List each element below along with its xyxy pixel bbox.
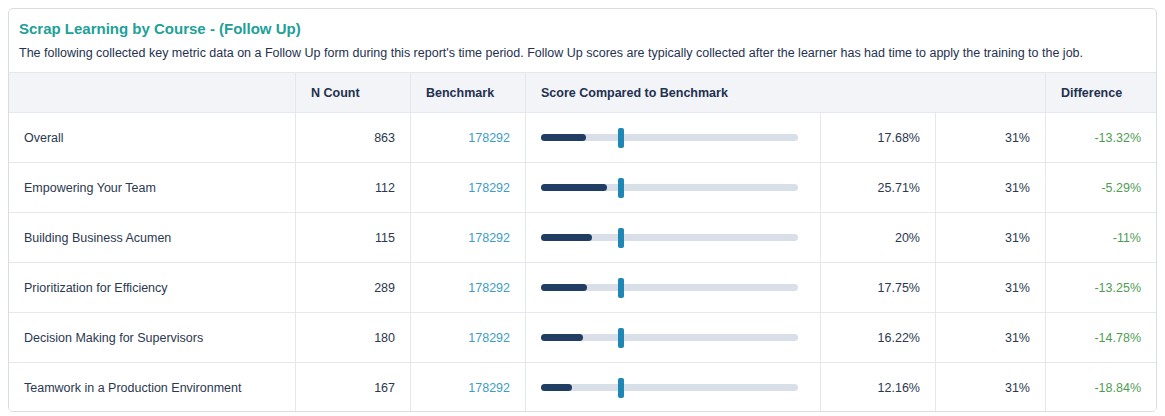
difference-cell: -13.32% bbox=[1046, 113, 1156, 162]
bullet-track bbox=[541, 184, 798, 191]
report-description: The following collected key metric data … bbox=[19, 44, 1146, 62]
course-cell: Building Business Acumen bbox=[9, 213, 296, 262]
n-count-cell: 167 bbox=[296, 363, 411, 412]
score-bullet-chart bbox=[526, 113, 821, 162]
score-compared-column-header: Score Compared to Benchmark bbox=[526, 73, 1046, 112]
report-table: N Count Benchmark Score Compared to Benc… bbox=[9, 72, 1156, 412]
n-count-cell: 112 bbox=[296, 163, 411, 212]
score-bar bbox=[541, 284, 587, 291]
score-bar bbox=[541, 234, 592, 241]
difference-cell: -14.78% bbox=[1046, 313, 1156, 362]
benchmark-pct-cell: 31% bbox=[936, 313, 1046, 362]
n-count-cell: 863 bbox=[296, 113, 411, 162]
score-bullet-chart bbox=[526, 213, 821, 262]
benchmark-marker bbox=[618, 178, 624, 198]
score-bar bbox=[541, 384, 572, 391]
table-row: Overall 863 178292 17.68% 31% -13.32% bbox=[9, 112, 1156, 162]
course-cell: Decision Making for Supervisors bbox=[9, 313, 296, 362]
n-count-cell: 115 bbox=[296, 213, 411, 262]
benchmark-marker bbox=[618, 228, 624, 248]
benchmark-cell: 178292 bbox=[411, 213, 526, 262]
benchmark-link[interactable]: 178292 bbox=[468, 281, 510, 295]
score-value-cell: 25.71% bbox=[821, 163, 936, 212]
benchmark-link[interactable]: 178292 bbox=[468, 181, 510, 195]
benchmark-link[interactable]: 178292 bbox=[468, 381, 510, 395]
benchmark-pct-cell: 31% bbox=[936, 213, 1046, 262]
scrap-learning-report-card: Scrap Learning by Course - (Follow Up) T… bbox=[8, 8, 1157, 412]
course-cell: Overall bbox=[9, 113, 296, 162]
bullet-track bbox=[541, 134, 798, 141]
course-cell: Teamwork in a Production Environment bbox=[9, 363, 296, 412]
score-value-cell: 16.22% bbox=[821, 313, 936, 362]
course-column-header bbox=[9, 73, 296, 112]
benchmark-column-header: Benchmark bbox=[411, 73, 526, 112]
difference-cell: -18.84% bbox=[1046, 363, 1156, 412]
score-value-cell: 12.16% bbox=[821, 363, 936, 412]
benchmark-cell: 178292 bbox=[411, 313, 526, 362]
score-value-cell: 17.75% bbox=[821, 263, 936, 312]
benchmark-cell: 178292 bbox=[411, 263, 526, 312]
score-bullet-chart bbox=[526, 163, 821, 212]
difference-cell: -5.29% bbox=[1046, 163, 1156, 212]
benchmark-link[interactable]: 178292 bbox=[468, 331, 510, 345]
score-value-cell: 17.68% bbox=[821, 113, 936, 162]
benchmark-marker bbox=[618, 328, 624, 348]
benchmark-pct-cell: 31% bbox=[936, 113, 1046, 162]
benchmark-cell: 178292 bbox=[411, 363, 526, 412]
benchmark-cell: 178292 bbox=[411, 163, 526, 212]
score-bullet-chart bbox=[526, 313, 821, 362]
course-cell: Prioritization for Efficiency bbox=[9, 263, 296, 312]
table-row: Empowering Your Team 112 178292 25.71% 3… bbox=[9, 162, 1156, 212]
bullet-track bbox=[541, 384, 798, 391]
benchmark-pct-cell: 31% bbox=[936, 263, 1046, 312]
benchmark-link[interactable]: 178292 bbox=[468, 231, 510, 245]
benchmark-marker bbox=[618, 278, 624, 298]
n-count-cell: 289 bbox=[296, 263, 411, 312]
score-value-cell: 20% bbox=[821, 213, 936, 262]
score-bar bbox=[541, 184, 607, 191]
bullet-track bbox=[541, 284, 798, 291]
n-count-column-header: N Count bbox=[296, 73, 411, 112]
difference-cell: -11% bbox=[1046, 213, 1156, 262]
benchmark-pct-cell: 31% bbox=[936, 163, 1046, 212]
table-header-row: N Count Benchmark Score Compared to Benc… bbox=[9, 72, 1156, 112]
bullet-track bbox=[541, 234, 798, 241]
bullet-track bbox=[541, 334, 798, 341]
benchmark-marker bbox=[618, 378, 624, 398]
score-bar bbox=[541, 134, 586, 141]
report-header: Scrap Learning by Course - (Follow Up) T… bbox=[9, 9, 1156, 72]
page-title: Scrap Learning by Course - (Follow Up) bbox=[19, 18, 1146, 40]
benchmark-link[interactable]: 178292 bbox=[468, 131, 510, 145]
score-bullet-chart bbox=[526, 363, 821, 412]
difference-column-header: Difference bbox=[1046, 73, 1156, 112]
table-row: Building Business Acumen 115 178292 20% … bbox=[9, 212, 1156, 262]
benchmark-pct-cell: 31% bbox=[936, 363, 1046, 412]
table-row: Teamwork in a Production Environment 167… bbox=[9, 362, 1156, 412]
score-bar bbox=[541, 334, 583, 341]
difference-cell: -13.25% bbox=[1046, 263, 1156, 312]
course-cell: Empowering Your Team bbox=[9, 163, 296, 212]
benchmark-cell: 178292 bbox=[411, 113, 526, 162]
table-row: Decision Making for Supervisors 180 1782… bbox=[9, 312, 1156, 362]
score-bullet-chart bbox=[526, 263, 821, 312]
benchmark-marker bbox=[618, 128, 624, 148]
n-count-cell: 180 bbox=[296, 313, 411, 362]
table-row: Prioritization for Efficiency 289 178292… bbox=[9, 262, 1156, 312]
